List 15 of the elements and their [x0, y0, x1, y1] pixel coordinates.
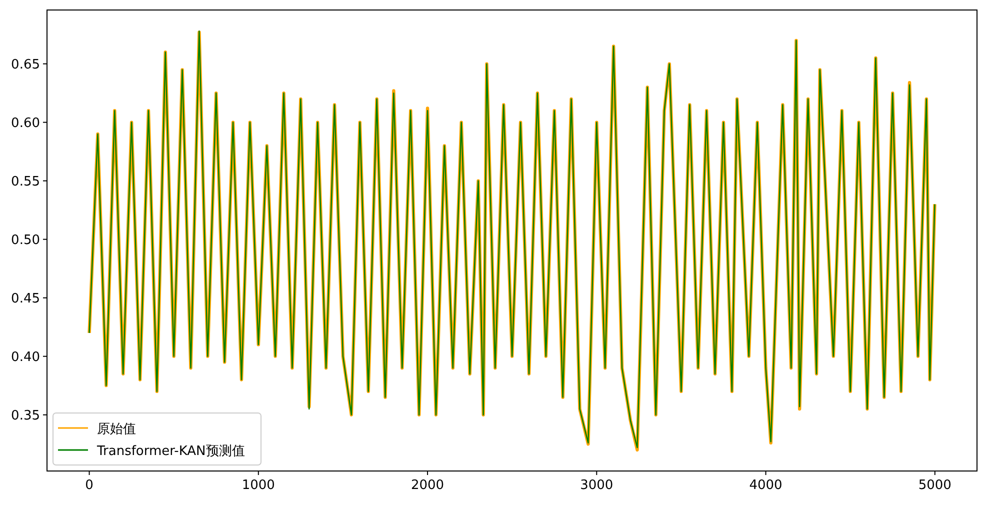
y-tick-label: 0.55 [11, 174, 40, 190]
y-tick-label: 0.45 [11, 291, 40, 306]
legend-label: 原始值 [97, 422, 136, 437]
y-tick-label: 0.50 [11, 232, 40, 248]
x-tick-label: 0 [85, 478, 94, 493]
y-tick-label: 0.60 [11, 116, 40, 131]
x-tick-label: 2000 [410, 478, 444, 493]
x-tick-label: 4000 [749, 478, 782, 493]
y-tick-label: 0.35 [11, 408, 40, 424]
y-tick-label: 0.40 [11, 350, 40, 365]
x-tick-label: 3000 [580, 478, 614, 493]
legend-label: Transformer-KAN预测值 [96, 444, 245, 459]
x-tick-label: 5000 [918, 478, 952, 493]
x-tick-label: 1000 [242, 478, 275, 493]
y-tick-label: 0.65 [11, 57, 40, 72]
